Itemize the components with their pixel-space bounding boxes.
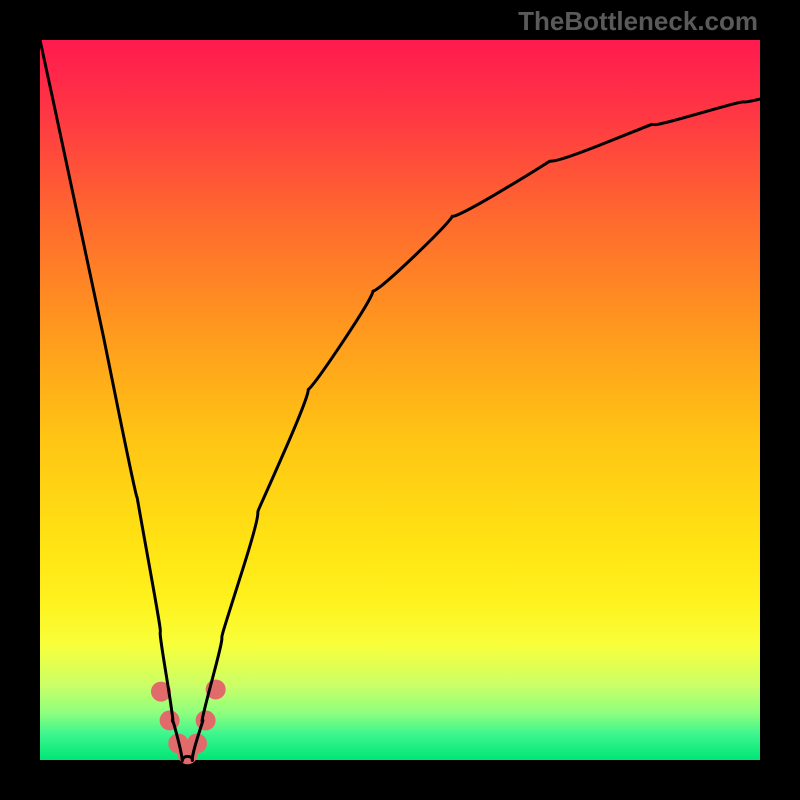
valley-marker bbox=[196, 710, 216, 730]
bottleneck-curve-chart bbox=[0, 0, 800, 800]
valley-marker-group bbox=[151, 679, 226, 764]
valley-marker bbox=[160, 710, 180, 730]
bottleneck-curve bbox=[40, 40, 760, 761]
